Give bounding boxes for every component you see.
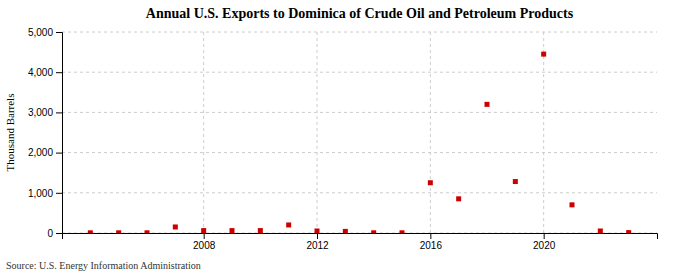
point (371, 230, 376, 233)
y-tick-label: 1,000 (28, 188, 53, 199)
x-tick-mark (544, 233, 545, 239)
y-tick-label: 3,000 (28, 107, 53, 118)
point (145, 230, 150, 233)
x-tick-label: 2008 (193, 240, 216, 251)
x-tick-label: 2016 (420, 240, 443, 251)
points (88, 52, 631, 233)
chart: 2008 2012 2016 2020 0 1,000 2,000 3,000 4,000 5,0… (0, 0, 675, 275)
point (315, 228, 320, 233)
x-tick-mark (430, 233, 431, 239)
point (201, 228, 206, 233)
point (626, 230, 631, 233)
x-tick-mark (204, 233, 205, 239)
point (230, 228, 235, 233)
y-tick: 0 (47, 228, 62, 239)
x-grid-line (543, 32, 544, 233)
y-tick-label: 2,000 (28, 147, 53, 158)
y-axis-line (56, 33, 63, 234)
x-grid-line (317, 32, 318, 233)
y-tick-mark (56, 72, 62, 73)
point (343, 229, 348, 233)
point (286, 222, 291, 227)
y-tick: 5,000 (28, 27, 62, 38)
point (173, 224, 178, 229)
y-tick-mark (56, 32, 62, 33)
y-grid-line (62, 152, 657, 153)
x-tick-label: 2012 (306, 240, 329, 251)
y-axis: 0 1,000 2,000 3,000 4,000 5,000 (28, 27, 63, 239)
point (400, 230, 405, 233)
point (456, 196, 461, 201)
x-tick: 2012 (306, 233, 329, 251)
y-axis-title: Thousand Barrels (4, 94, 16, 172)
y-grid-line (62, 32, 657, 33)
x-tick: 2016 (420, 233, 443, 251)
point (428, 180, 433, 185)
y-tick-label: 4,000 (28, 67, 53, 78)
title: Annual U.S. Exports to Dominica of Crude… (146, 6, 574, 21)
grid (62, 32, 657, 233)
y-tick-mark (56, 153, 62, 154)
y-tick-label: 5,000 (28, 27, 53, 38)
y-grid-line (62, 112, 657, 113)
y-tick-mark (56, 233, 62, 234)
x-tick-mark (317, 233, 318, 239)
x-grid-line (203, 32, 204, 233)
point (485, 102, 490, 107)
y-tick-mark (56, 193, 62, 194)
y-tick: 3,000 (28, 107, 62, 118)
point (570, 202, 575, 207)
y-tick: 2,000 (28, 147, 62, 158)
y-tick: 1,000 (28, 188, 62, 199)
y-tick-mark (56, 112, 62, 113)
point (598, 228, 603, 233)
y-grid-line (62, 192, 657, 193)
x-grid-line (430, 32, 431, 233)
plot-area: 2008 2012 2016 2020 0 1,000 2,000 3,000 4,000 5,0… (28, 27, 658, 251)
y-tick-label: 0 (47, 228, 53, 239)
point (116, 230, 121, 233)
x-tick: 2008 (193, 233, 216, 251)
point (258, 228, 263, 233)
x-axis-line (63, 234, 658, 240)
x-tick: 2020 (533, 233, 556, 251)
source-note: Source: U.S. Energy Information Administ… (6, 260, 201, 271)
x-axis: 2008 2012 2016 2020 (63, 233, 658, 251)
point (88, 230, 93, 233)
point (513, 179, 518, 184)
y-tick: 4,000 (28, 67, 62, 78)
x-tick-label: 2020 (533, 240, 556, 251)
y-grid-line (62, 72, 657, 73)
point (541, 52, 546, 57)
